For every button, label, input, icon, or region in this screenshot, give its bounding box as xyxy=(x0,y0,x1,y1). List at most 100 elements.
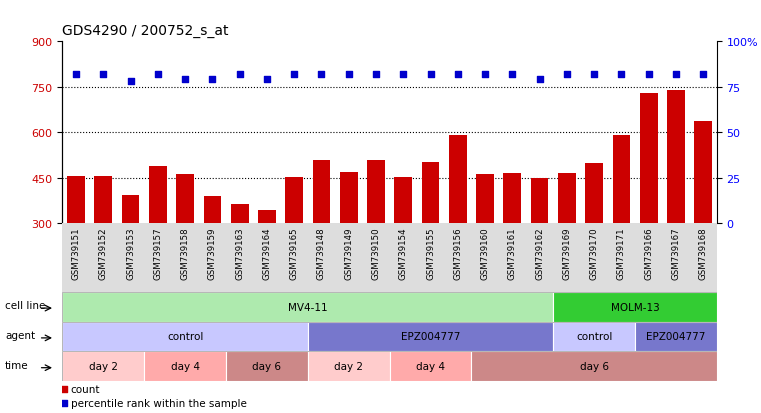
Bar xyxy=(476,174,494,224)
Text: GSM739166: GSM739166 xyxy=(645,227,653,280)
Text: GSM739162: GSM739162 xyxy=(535,227,544,280)
Point xyxy=(70,71,82,78)
Bar xyxy=(558,174,576,224)
Text: day 6: day 6 xyxy=(580,361,609,371)
Bar xyxy=(394,178,412,224)
Text: GSM739167: GSM739167 xyxy=(671,227,680,280)
Bar xyxy=(145,351,226,381)
Point xyxy=(479,71,491,78)
Point xyxy=(125,79,137,85)
Bar xyxy=(613,136,630,224)
Text: MV4-11: MV4-11 xyxy=(288,302,328,312)
Bar xyxy=(177,175,194,224)
Point xyxy=(588,71,600,78)
Bar xyxy=(471,351,717,381)
Bar xyxy=(390,351,471,381)
Point xyxy=(261,77,273,83)
Point xyxy=(533,77,546,83)
Bar xyxy=(307,351,390,381)
Bar xyxy=(307,322,553,351)
Text: GSM739161: GSM739161 xyxy=(508,227,517,280)
Text: GSM739156: GSM739156 xyxy=(454,227,462,280)
Point xyxy=(397,71,409,78)
Text: GSM739149: GSM739149 xyxy=(344,227,353,280)
Text: day 6: day 6 xyxy=(253,361,282,371)
Bar xyxy=(635,322,717,351)
Text: day 2: day 2 xyxy=(89,361,118,371)
Point xyxy=(670,71,682,78)
Bar xyxy=(203,197,221,224)
Bar xyxy=(694,121,712,224)
Point xyxy=(452,71,464,78)
Bar xyxy=(67,177,85,224)
Text: GSM739163: GSM739163 xyxy=(235,227,244,280)
Text: agent: agent xyxy=(5,330,35,340)
Text: GDS4290 / 200752_s_at: GDS4290 / 200752_s_at xyxy=(62,24,229,38)
Bar xyxy=(258,210,275,224)
Point xyxy=(179,77,191,83)
Text: GSM739151: GSM739151 xyxy=(72,227,81,280)
Bar xyxy=(62,322,307,351)
Point xyxy=(506,71,518,78)
Point xyxy=(370,71,382,78)
Text: EPZ004777: EPZ004777 xyxy=(646,332,705,342)
Bar xyxy=(122,196,139,224)
Point xyxy=(264,190,276,197)
Bar xyxy=(340,173,358,224)
Point xyxy=(616,71,628,78)
Bar xyxy=(553,292,717,322)
Text: percentile rank within the sample: percentile rank within the sample xyxy=(71,399,247,408)
Point xyxy=(288,71,301,78)
Point xyxy=(97,71,110,78)
Text: GSM739165: GSM739165 xyxy=(290,227,298,280)
Text: GSM739154: GSM739154 xyxy=(399,227,408,280)
Text: GSM739158: GSM739158 xyxy=(180,227,189,280)
Text: time: time xyxy=(5,360,29,370)
Text: day 2: day 2 xyxy=(334,361,363,371)
Bar xyxy=(231,204,249,224)
Text: control: control xyxy=(576,332,613,342)
Text: GSM739164: GSM739164 xyxy=(263,227,272,280)
Bar xyxy=(422,162,439,224)
Text: count: count xyxy=(71,384,100,394)
Bar xyxy=(530,178,549,224)
Text: GSM739153: GSM739153 xyxy=(126,227,135,280)
Text: GSM739152: GSM739152 xyxy=(99,227,108,280)
Bar xyxy=(149,166,167,224)
Text: day 4: day 4 xyxy=(416,361,445,371)
Bar xyxy=(226,351,307,381)
Point xyxy=(264,325,276,332)
Text: GSM739170: GSM739170 xyxy=(590,227,599,280)
Point xyxy=(206,77,218,83)
Text: GSM739150: GSM739150 xyxy=(371,227,380,280)
Bar xyxy=(667,90,685,224)
Point xyxy=(642,71,654,78)
Text: GSM739157: GSM739157 xyxy=(154,227,162,280)
Text: GSM739159: GSM739159 xyxy=(208,227,217,280)
Text: cell line: cell line xyxy=(5,300,46,310)
Text: control: control xyxy=(167,332,203,342)
Point xyxy=(151,71,164,78)
Bar xyxy=(313,160,330,224)
Bar xyxy=(367,160,385,224)
Text: GSM739155: GSM739155 xyxy=(426,227,435,280)
Point xyxy=(234,71,246,78)
Text: GSM739168: GSM739168 xyxy=(699,227,708,280)
Point xyxy=(561,71,573,78)
Point xyxy=(697,71,709,78)
Text: EPZ004777: EPZ004777 xyxy=(401,332,460,342)
Point xyxy=(425,71,437,78)
Text: GSM739148: GSM739148 xyxy=(317,227,326,280)
Bar xyxy=(62,292,553,322)
Text: GSM739169: GSM739169 xyxy=(562,227,572,280)
Bar xyxy=(285,178,303,224)
Point xyxy=(315,71,327,78)
Bar xyxy=(585,164,603,224)
Point xyxy=(342,71,355,78)
Bar xyxy=(62,351,145,381)
Text: GSM739171: GSM739171 xyxy=(617,227,626,280)
Text: MOLM-13: MOLM-13 xyxy=(610,302,660,312)
Bar xyxy=(553,322,635,351)
Bar xyxy=(504,174,521,224)
Bar xyxy=(640,94,658,224)
